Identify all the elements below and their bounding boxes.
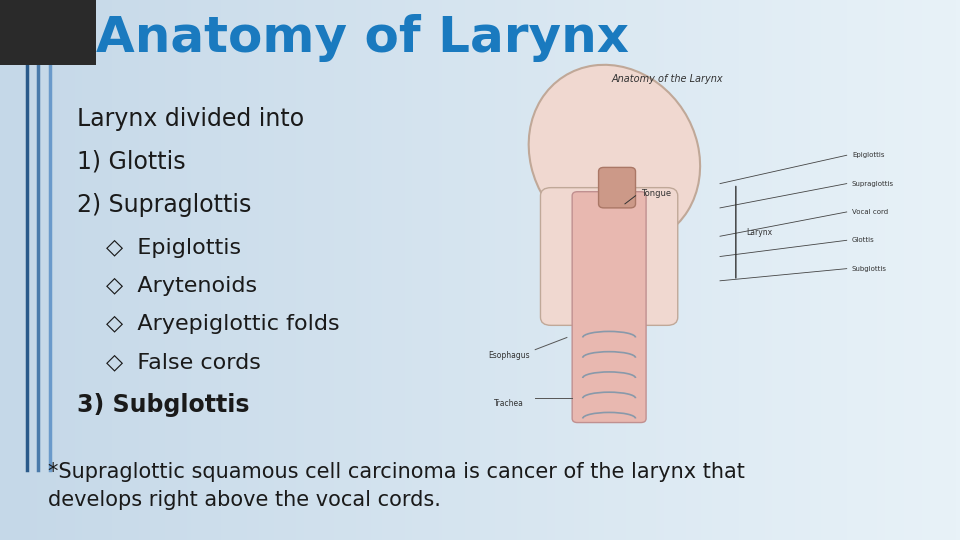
Ellipse shape [529,65,700,246]
Text: Vocal cord: Vocal cord [852,209,888,215]
Text: ◇  False cords: ◇ False cords [106,352,260,372]
Text: Anatomy of Larynx: Anatomy of Larynx [96,14,629,62]
Text: *Supraglottic squamous cell carcinoma is cancer of the larynx that
develops righ: *Supraglottic squamous cell carcinoma is… [48,462,745,510]
FancyBboxPatch shape [572,192,646,422]
Text: Anatomy of the Larynx: Anatomy of the Larynx [612,74,723,84]
Text: 3) Subglottis: 3) Subglottis [77,393,250,417]
FancyBboxPatch shape [0,0,96,65]
Text: Supraglottis: Supraglottis [852,180,894,187]
Text: ◇  Aryepiglottic folds: ◇ Aryepiglottic folds [106,314,339,334]
Text: 1) Glottis: 1) Glottis [77,150,185,174]
Text: ◇  Epiglottis: ◇ Epiglottis [106,238,241,259]
Text: Trachea: Trachea [493,400,524,408]
Text: 2) Supraglottis: 2) Supraglottis [77,193,252,217]
Text: Epiglottis: Epiglottis [852,152,884,158]
Text: Esophagus: Esophagus [488,351,530,360]
Polygon shape [0,0,96,65]
Text: ◇  Arytenoids: ◇ Arytenoids [106,276,256,296]
FancyBboxPatch shape [599,167,636,208]
Text: Tongue: Tongue [641,189,671,198]
Text: Subglottis: Subglottis [852,266,887,272]
Text: Larynx: Larynx [747,228,773,237]
FancyBboxPatch shape [540,188,678,325]
Text: Glottis: Glottis [852,237,875,244]
Text: Larynx divided into: Larynx divided into [77,107,304,131]
